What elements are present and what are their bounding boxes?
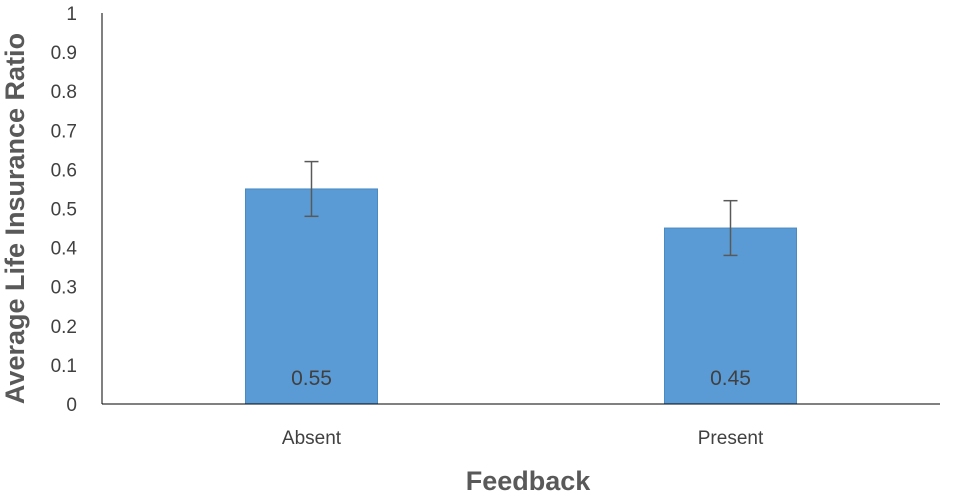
category-label: Present xyxy=(698,428,764,449)
data-label: 0.55 xyxy=(291,367,332,390)
category-label: Absent xyxy=(282,428,342,449)
x-axis-title: Feedback xyxy=(466,466,592,496)
category-labels: Absent Present xyxy=(282,428,764,449)
bars xyxy=(245,188,797,405)
y-tick-label: 0 xyxy=(66,395,77,416)
error-bars xyxy=(304,160,738,257)
y-tick-label: 0.3 xyxy=(51,278,77,299)
y-tick-label: 0.7 xyxy=(51,121,77,142)
y-tick-label: 0.2 xyxy=(51,317,77,338)
error-bar xyxy=(723,199,738,257)
data-label: 0.45 xyxy=(710,367,751,390)
bar-absent xyxy=(245,188,378,405)
y-tick-label: 0.9 xyxy=(51,43,77,64)
y-tick-label: 0.8 xyxy=(51,82,77,103)
y-tick-label: 1 xyxy=(66,4,77,25)
y-axis-title: Average Life Insurance Ratio xyxy=(0,33,30,404)
y-tick-label: 0.1 xyxy=(51,356,77,377)
data-labels: 0.55 0.45 xyxy=(291,367,751,390)
y-tick-label: 0.5 xyxy=(51,200,77,221)
bar-present xyxy=(664,227,797,405)
y-tick-label: 0.4 xyxy=(51,239,78,260)
error-bar xyxy=(304,160,319,218)
y-tick-label: 0.6 xyxy=(51,160,77,181)
y-axis-ticks: 0 0.1 0.2 0.3 0.4 0.5 0.6 0.7 0.8 0.9 1 xyxy=(51,4,78,416)
